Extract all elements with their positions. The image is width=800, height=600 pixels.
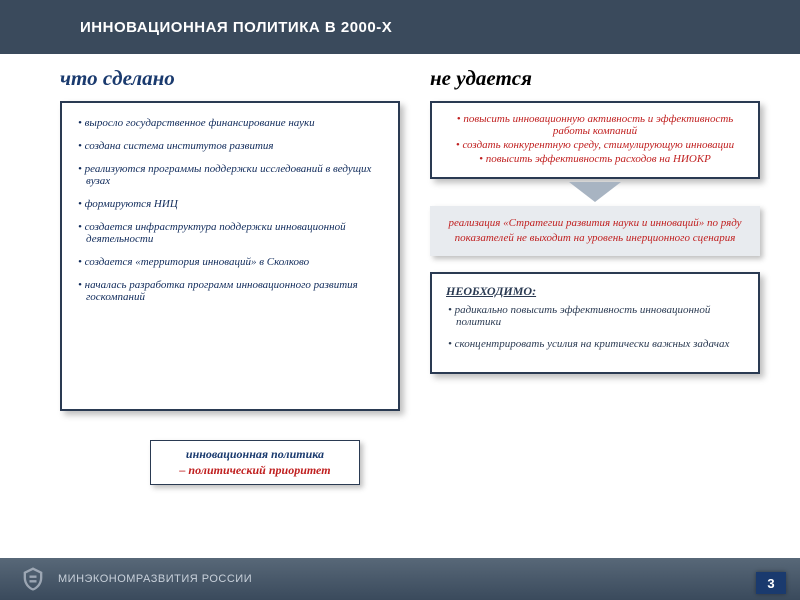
- footer-band: МИНЭКОНОМРАЗВИТИЯ РОССИИ 3: [0, 558, 800, 600]
- priority-line-2: – политический приоритет: [179, 463, 330, 477]
- done-item: реализуются программы поддержки исследов…: [76, 163, 384, 187]
- page-number: 3: [756, 572, 786, 594]
- right-column: не удается повысить инновационную активн…: [430, 66, 760, 558]
- done-item: создается «территория инноваций» в Сколк…: [76, 256, 384, 268]
- done-item: создана система институтов развития: [76, 140, 384, 152]
- necessary-item: сконцентрировать усилия на критически ва…: [446, 338, 744, 350]
- header-band: ИННОВАЦИОННАЯ ПОЛИТИКА В 2000-Х: [0, 0, 800, 54]
- necessary-list: радикально повысить эффективность иннова…: [446, 304, 744, 350]
- necessary-box: НЕОБХОДИМО: радикально повысить эффектив…: [430, 272, 760, 374]
- priority-line-1: инновационная политика: [186, 447, 324, 461]
- done-item: формируются НИЦ: [76, 198, 384, 210]
- necessary-label: НЕОБХОДИМО:: [446, 284, 744, 299]
- done-item: создается инфраструктура поддержки иннов…: [76, 221, 384, 245]
- done-item: началась разработка программ инновационн…: [76, 279, 384, 303]
- footer-org: МИНЭКОНОМРАЗВИТИЯ РОССИИ: [58, 573, 252, 585]
- fail-item: повысить эффективность расходов на НИОКР: [444, 153, 746, 165]
- heading-fail: не удается: [430, 66, 760, 91]
- necessary-item: радикально повысить эффективность иннова…: [446, 304, 744, 328]
- emblem-icon: [18, 564, 48, 594]
- done-list: выросло государственное финансирование н…: [76, 117, 384, 303]
- fail-item: создать конкурентную среду, стимулирующу…: [444, 139, 746, 151]
- arrow-down-icon: [569, 182, 621, 202]
- fail-list: повысить инновационную активность и эффе…: [444, 113, 746, 165]
- fail-box: повысить инновационную активность и эффе…: [430, 101, 760, 179]
- done-item: выросло государственное финансирование н…: [76, 117, 384, 129]
- heading-done: что сделано: [60, 66, 400, 91]
- priority-callout: инновационная политика – политический пр…: [150, 440, 360, 485]
- fail-item: повысить инновационную активность и эффе…: [444, 113, 746, 137]
- strategy-box: реализация «Стратегии развития науки и и…: [430, 206, 760, 256]
- done-box: выросло государственное финансирование н…: [60, 101, 400, 411]
- content-area: что сделано выросло государственное фина…: [0, 54, 800, 558]
- slide-title: ИННОВАЦИОННАЯ ПОЛИТИКА В 2000-Х: [80, 19, 392, 36]
